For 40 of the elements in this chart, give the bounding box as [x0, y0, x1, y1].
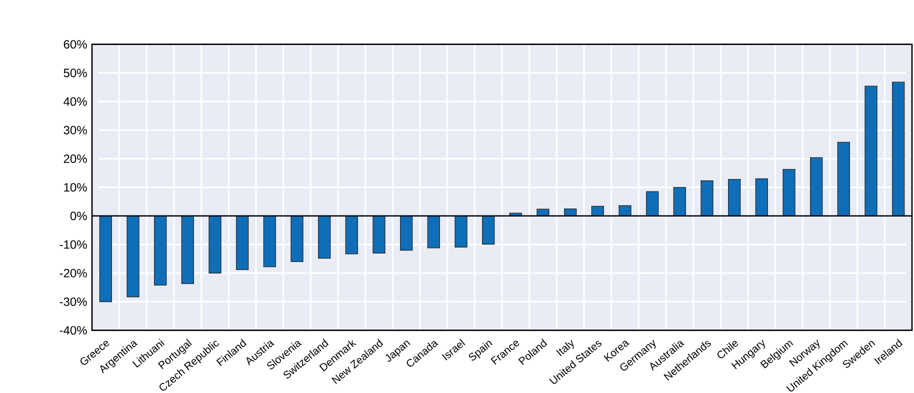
bar	[427, 216, 440, 248]
y-tick-label: 40%	[64, 97, 87, 106]
y-tick-label: -10%	[60, 240, 87, 249]
bar	[864, 86, 878, 216]
y-tick-label: -30%	[60, 297, 87, 306]
bar	[646, 191, 659, 216]
bar	[154, 216, 167, 286]
bar	[536, 208, 550, 216]
y-tick-label: -40%	[60, 326, 87, 335]
y-tick-label: 60%	[64, 40, 87, 49]
bar	[837, 142, 850, 216]
y-tick-label: -20%	[60, 268, 87, 278]
bar	[728, 178, 741, 216]
bar	[454, 216, 468, 248]
bar	[591, 206, 604, 216]
y-tick-label: 10%	[64, 183, 87, 192]
y-tick-label: 20%	[64, 154, 87, 163]
bar	[181, 216, 194, 284]
bar	[290, 216, 304, 262]
bar	[126, 216, 140, 298]
bar	[482, 216, 495, 245]
bar	[318, 216, 331, 259]
bar	[810, 157, 823, 216]
y-tick-label: 50%	[64, 68, 87, 78]
bar	[263, 216, 276, 268]
y-tick-label: 30%	[64, 126, 87, 134]
bar	[372, 216, 386, 254]
bar	[345, 216, 358, 254]
bar	[892, 82, 905, 216]
bar	[618, 205, 632, 216]
bar	[755, 178, 768, 216]
bar	[782, 168, 796, 216]
bar	[99, 216, 112, 302]
y-tick-label: 0%	[70, 212, 87, 220]
bar	[208, 216, 222, 274]
bar	[673, 187, 686, 216]
bar	[400, 216, 413, 251]
bar	[236, 216, 249, 270]
bar	[700, 180, 714, 216]
x-tick-label: Italy	[556, 340, 574, 356]
